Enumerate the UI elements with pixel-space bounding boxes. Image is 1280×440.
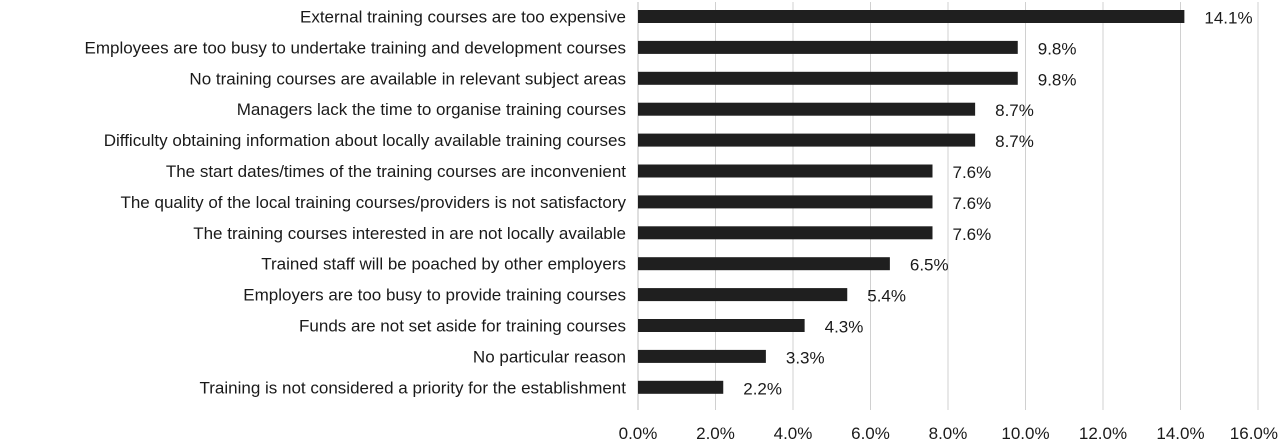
x-tick-label: 8.0%	[929, 424, 968, 440]
category-labels: External training courses are too expens…	[85, 8, 627, 398]
bar	[638, 102, 976, 116]
value-label: 7.6%	[953, 194, 992, 213]
value-label: 8.7%	[995, 101, 1034, 120]
value-label: 9.8%	[1038, 70, 1077, 89]
bar	[638, 164, 933, 178]
value-label: 7.6%	[953, 225, 992, 244]
bar	[638, 40, 1018, 54]
value-label: 4.3%	[825, 318, 864, 337]
bar	[638, 226, 933, 240]
value-label: 14.1%	[1204, 9, 1252, 28]
category-label: Difficulty obtaining information about l…	[104, 131, 626, 150]
bar	[638, 380, 724, 394]
category-label: Employers are too busy to provide traini…	[243, 286, 626, 305]
x-tick-label: 4.0%	[774, 424, 813, 440]
value-labels: 14.1%9.8%9.8%8.7%8.7%7.6%7.6%7.6%6.5%5.4…	[743, 9, 1252, 399]
bars	[638, 10, 1185, 394]
x-tick-labels: 0.0% 2.0% 4.0% 6.0% 8.0% 10.0% 12.0% 14.0% 16.0%	[619, 424, 1278, 440]
bar	[638, 257, 890, 271]
value-label: 7.6%	[953, 163, 992, 182]
value-label: 6.5%	[910, 256, 949, 275]
bar	[638, 133, 976, 147]
x-tick-label: 12.0%	[1079, 424, 1127, 440]
x-tick-label: 2.0%	[696, 424, 735, 440]
bar	[638, 10, 1185, 23]
x-tick-label: 6.0%	[851, 424, 890, 440]
category-label: The quality of the local training course…	[120, 193, 626, 212]
category-label: Trained staff will be poached by other e…	[261, 255, 626, 274]
bar	[638, 288, 848, 302]
bar	[638, 319, 805, 332]
category-label: No training courses are available in rel…	[189, 69, 626, 88]
category-label: Employees are too busy to undertake trai…	[85, 38, 627, 57]
value-label: 5.4%	[867, 287, 906, 306]
x-tick-label: 10.0%	[1001, 424, 1049, 440]
category-label: External training courses are too expens…	[300, 8, 626, 27]
x-tick-label: 16.0%	[1230, 424, 1278, 440]
category-label: The training courses interested in are n…	[193, 224, 626, 243]
x-tick-label: 14.0%	[1156, 424, 1204, 440]
value-label: 8.7%	[995, 132, 1034, 151]
category-label: The start dates/times of the training co…	[166, 162, 626, 181]
value-label: 9.8%	[1038, 39, 1077, 58]
bar	[638, 349, 766, 363]
bar	[638, 71, 1018, 85]
value-label: 2.2%	[743, 379, 782, 398]
category-label: Funds are not set aside for training cou…	[299, 317, 626, 336]
x-tick-label: 0.0%	[619, 424, 658, 440]
category-label: Managers lack the time to organise train…	[237, 100, 626, 119]
category-label: Training is not considered a priority fo…	[200, 378, 627, 397]
value-label: 3.3%	[786, 348, 825, 367]
bar	[638, 195, 933, 209]
category-label: No particular reason	[473, 347, 626, 366]
